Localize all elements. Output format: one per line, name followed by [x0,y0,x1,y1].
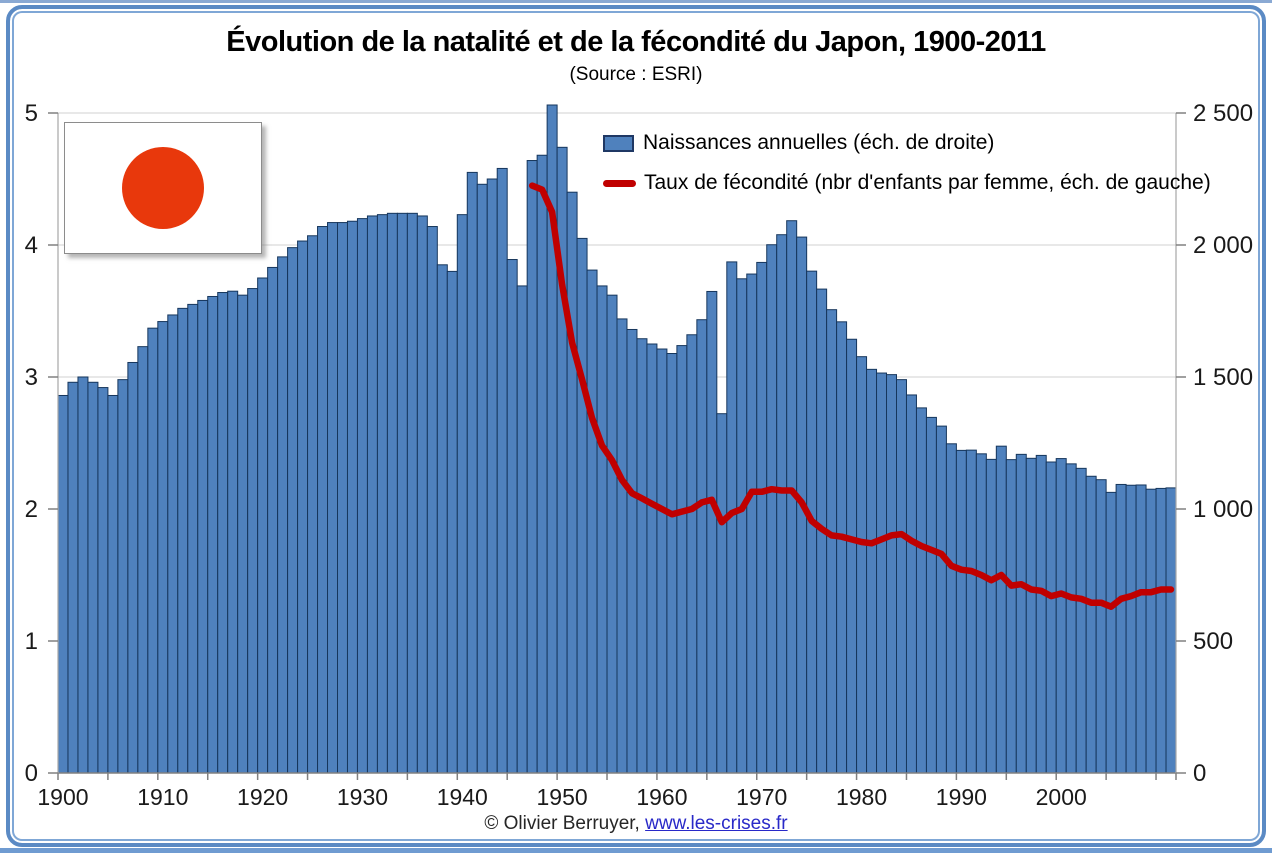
top-border-strip [0,0,1272,3]
left-axis-tick-label: 2 [25,496,38,523]
bottom-border-strip [0,848,1272,853]
footer: © Olivier Berruyer, www.les-crises.fr [0,813,1272,835]
legend: Naissances annuelles (éch. de droite) Ta… [603,131,1211,212]
chart-frame [6,5,1266,847]
fertility-line [528,182,1175,610]
japan-flag-sun-icon [122,147,204,229]
right-axis-tick-label: 1 000 [1193,496,1253,523]
x-axis-tick-label: 1960 [636,784,687,810]
x-axis-tick-label: 1910 [137,784,188,810]
right-axis-tick-label: 1 500 [1193,364,1253,391]
left-axis-tick-label: 5 [25,100,38,127]
right-axis-tick-label: 500 [1193,628,1233,655]
legend-row-fertility: Taux de fécondité (nbr d'enfants par fem… [603,171,1211,194]
x-axis-tick-label: 1990 [936,784,987,810]
copyright-text: © Olivier Berruyer, [484,813,640,834]
x-axis-tick-label: 2000 [1036,784,1087,810]
right-axis-tick-label: 2 500 [1193,100,1253,127]
x-axis-tick-label: 1940 [437,784,488,810]
x-axis-tick-label: 1900 [37,784,88,810]
x-axis-tick-label: 1950 [537,784,588,810]
japan-flag [64,122,262,254]
page-title: Évolution de la natalité et de la fécond… [226,26,1046,58]
right-axis-tick-label: 0 [1193,760,1206,787]
axes [48,112,1186,780]
les-crises-link[interactable]: www.les-crises.fr [645,813,788,834]
left-axis-tick-label: 1 [25,628,38,655]
x-axis-tick-label: 1980 [836,784,887,810]
fertility-legend-swatch-icon [603,179,636,187]
x-axis-tick-label: 1930 [337,784,388,810]
births-legend-swatch-icon [603,134,634,152]
left-axis-tick-label: 3 [25,364,38,391]
x-axis-tick-label: 1970 [736,784,787,810]
left-axis-tick-label: 0 [25,760,38,787]
right-axis-tick-label: 2 000 [1193,232,1253,259]
legend-row-births: Naissances annuelles (éch. de droite) [603,131,1211,154]
births-legend-label: Naissances annuelles (éch. de droite) [643,131,995,154]
page-subtitle: (Source : ESRI) [569,64,703,85]
axis-labels: 0 1 2 3 4 5 0 500 1 000 1 500 2 000 2 500 1900 1910 19… [25,100,1253,810]
x-axis-tick-label: 1920 [237,784,288,810]
fertility-legend-label: Taux de fécondité (nbr d'enfants par fem… [644,171,1211,194]
left-axis-tick-label: 4 [25,232,38,259]
